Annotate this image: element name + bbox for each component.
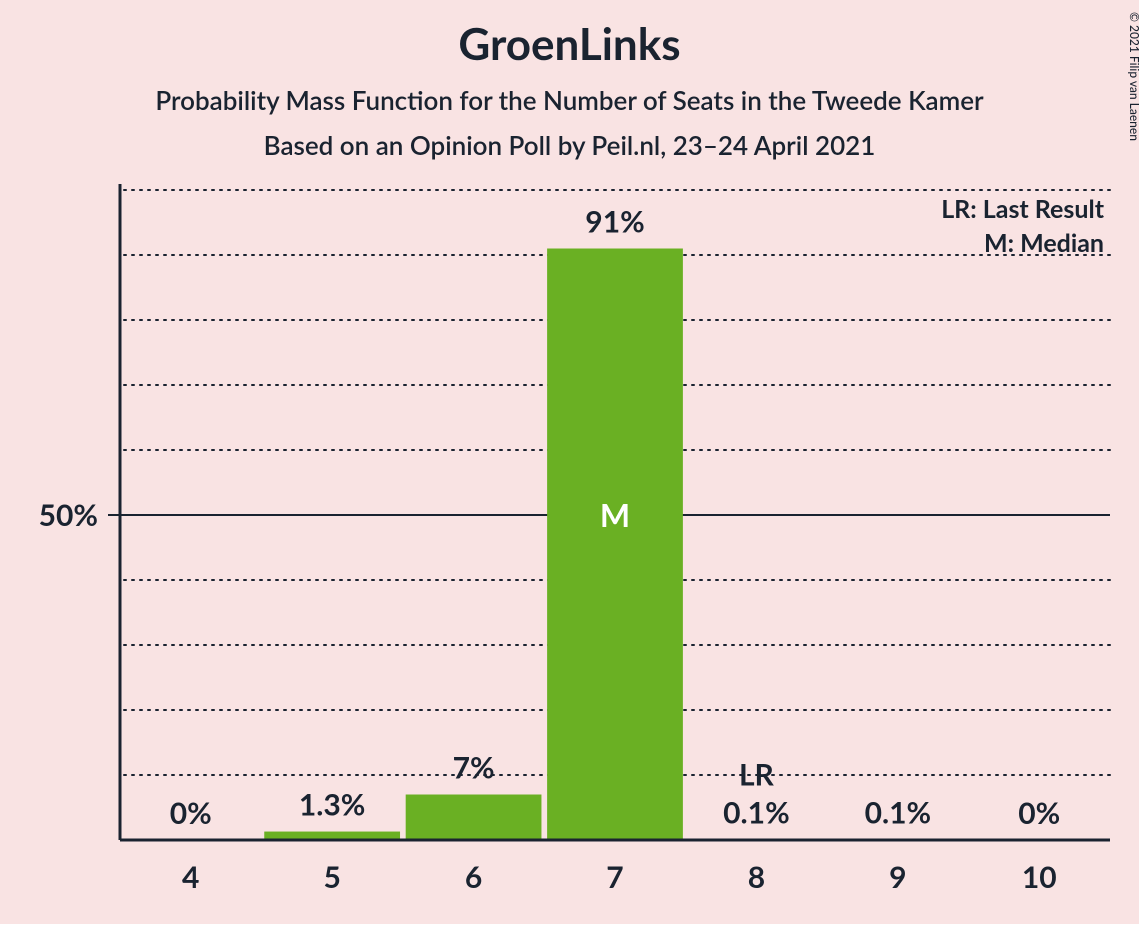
bar bbox=[406, 795, 542, 841]
chart-title: GroenLinks bbox=[458, 18, 680, 70]
chart-subtitle-2: Based on an Opinion Poll by Peil.nl, 23–… bbox=[264, 129, 876, 161]
y-axis-label: 50% bbox=[39, 497, 98, 533]
x-tick-label: 8 bbox=[748, 859, 765, 895]
legend-m: M: Median bbox=[984, 228, 1104, 258]
x-tick-label: 5 bbox=[323, 859, 340, 895]
bar-value-label: 91% bbox=[585, 204, 644, 240]
bar-value-label: 0.1% bbox=[865, 794, 932, 830]
legend-lr: LR: Last Result bbox=[941, 194, 1105, 224]
bar-value-label: 7% bbox=[453, 750, 495, 786]
bar-value-label: 0.1% bbox=[723, 794, 790, 830]
x-tick-label: 6 bbox=[465, 859, 482, 895]
bar-value-label: 1.3% bbox=[299, 787, 366, 823]
x-tick-label: 10 bbox=[1022, 859, 1057, 895]
lr-marker: LR bbox=[739, 756, 775, 792]
bar bbox=[547, 249, 683, 841]
bar-value-label: 0% bbox=[170, 795, 212, 831]
chart-subtitle-1: Probability Mass Function for the Number… bbox=[155, 84, 984, 116]
median-marker: M bbox=[600, 495, 630, 534]
x-tick-label: 7 bbox=[606, 859, 623, 895]
credit-text: © 2021 Filip van Laenen bbox=[1127, 12, 1139, 141]
pmf-bar-chart: © 2021 Filip van Laenen GroenLinks Probabi… bbox=[0, 0, 1139, 924]
x-tick-label: 9 bbox=[889, 859, 906, 895]
bar-value-label: 0% bbox=[1018, 795, 1060, 831]
x-tick-label: 4 bbox=[182, 859, 199, 895]
